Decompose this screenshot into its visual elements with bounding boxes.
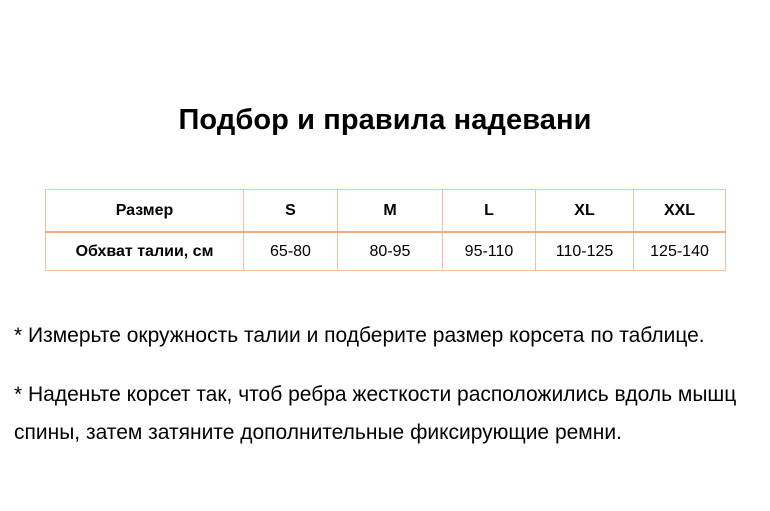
table-header-size-m: M	[337, 189, 443, 233]
instructions-list: * Измерьте окружность талии и подберите …	[14, 296, 754, 473]
table-header-size-l: L	[442, 189, 536, 233]
table-header-row: Размер S M L XL XXL	[45, 189, 726, 233]
table-row: Обхват талии, см 65-80 80-95 95-110 110-…	[45, 231, 726, 271]
table-cell-waist-m: 80-95	[337, 231, 443, 271]
table-cell-waist-l: 95-110	[442, 231, 536, 271]
table-header-size-xl: XL	[535, 189, 634, 233]
table-cell-waist-xl: 110-125	[535, 231, 634, 271]
size-table-container: Размер S M L XL XXL Обхват талии, см 65-…	[45, 189, 726, 271]
instruction-note-1: * Измерьте окружность талии и подберите …	[14, 324, 705, 347]
instruction-note-2: * Наденьте корсет так, чтоб ребра жестко…	[14, 383, 737, 444]
table-header-size-s: S	[243, 189, 338, 233]
table-header-size-xxl: XXL	[633, 189, 726, 233]
table-row-label-waist: Обхват талии, см	[45, 231, 244, 271]
table-cell-waist-xxl: 125-140	[633, 231, 726, 271]
size-chart-table: Размер S M L XL XXL Обхват талии, см 65-…	[45, 189, 726, 271]
table-cell-waist-s: 65-80	[243, 231, 338, 271]
page-title: Подбор и правила надевани	[178, 104, 592, 137]
table-header-size-label: Размер	[45, 189, 244, 233]
